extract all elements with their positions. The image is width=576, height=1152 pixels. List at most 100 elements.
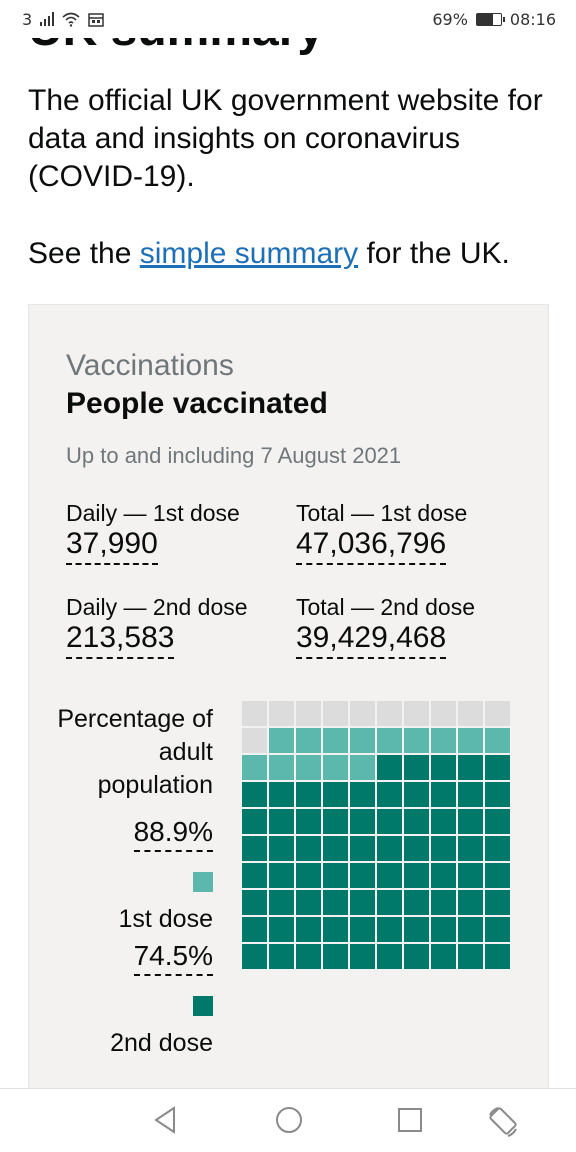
waffle-cell-second-dose [485,836,510,861]
metric-value[interactable]: 37,990 [66,527,158,565]
waffle-cell-second-dose [350,890,375,915]
waffle-cell-second-dose [323,863,348,888]
intro-text: The official UK government website for d… [28,84,543,193]
waffle-cell-empty [485,701,510,726]
waffle-cell-second-dose [458,863,483,888]
waffle-cell-second-dose [296,863,321,888]
waffle-cell-empty [431,701,456,726]
waffle-cell-first-dose [242,755,267,780]
waffle-cell-second-dose [242,890,267,915]
wifi-icon [62,12,80,27]
waffle-cell-second-dose [269,890,294,915]
waffle-cell-empty [377,701,402,726]
waffle-cell-second-dose [242,944,267,969]
waffle-cell-second-dose [404,809,429,834]
metric-label: Daily — 1st dose [66,500,240,526]
waffle-cell-second-dose [458,836,483,861]
waffle-cell-first-dose [269,755,294,780]
recent-apps-icon[interactable] [396,1105,424,1135]
waffle-cell-second-dose [485,917,510,942]
waffle-cell-empty [323,701,348,726]
waffle-cell-first-dose [404,728,429,753]
metric-value[interactable]: 47,036,796 [296,527,447,565]
waffle-cell-second-dose [404,863,429,888]
waffle-cell-second-dose [404,917,429,942]
waffle-cell-second-dose [431,755,456,780]
waffle-cell-second-dose [350,944,375,969]
waffle-cell-second-dose [296,782,321,807]
waffle-cell-second-dose [458,782,483,807]
simple-summary-link[interactable]: simple summary [139,237,359,270]
waffle-cell-second-dose [404,755,429,780]
waffle-cell-second-dose [296,917,321,942]
card-date: Up to and including 7 August 2021 [66,443,402,468]
home-icon[interactable] [274,1105,304,1135]
waffle-cell-second-dose [458,890,483,915]
waffle-legend: Percentage of adult population 88.9% 1st… [49,703,213,1060]
battery-icon [475,12,505,26]
waffle-cell-second-dose [269,917,294,942]
waffle-cell-second-dose [242,863,267,888]
first-dose-percentage[interactable]: 88.9% [133,816,213,852]
waffle-cell-second-dose [404,782,429,807]
rotate-screen-icon[interactable] [486,1105,520,1139]
metric-value[interactable]: 213,583 [66,621,175,659]
waffle-cell-first-dose [431,728,456,753]
waffle-cell-empty [242,728,267,753]
carrier-label: 3 [22,9,33,29]
waffle-cell-second-dose [485,944,510,969]
waffle-cell-empty [296,701,321,726]
waffle-cell-second-dose [269,782,294,807]
waffle-cell-second-dose [296,836,321,861]
metric-label: Total — 2nd dose [296,594,476,620]
waffle-cell-second-dose [377,944,402,969]
metric-label: Daily — 2nd dose [66,594,248,620]
first-dose-label: 1st dose [118,905,213,933]
waffle-chart [242,701,512,971]
waffle-cell-second-dose [404,890,429,915]
waffle-cell-second-dose [296,944,321,969]
waffle-cell-second-dose [485,755,510,780]
waffle-cell-second-dose [350,836,375,861]
waffle-cell-first-dose [323,728,348,753]
waffle-cell-second-dose [431,863,456,888]
waffle-cell-second-dose [323,944,348,969]
waffle-cell-second-dose [431,890,456,915]
waffle-cell-first-dose [458,728,483,753]
waffle-cell-second-dose [242,809,267,834]
waffle-cell-second-dose [269,944,294,969]
waffle-cell-second-dose [431,809,456,834]
waffle-cell-empty [269,701,294,726]
waffle-cell-second-dose [431,782,456,807]
waffle-cell-second-dose [485,863,510,888]
waffle-cell-second-dose [377,782,402,807]
waffle-cell-first-dose [269,728,294,753]
waffle-cell-empty [458,701,483,726]
waffle-cell-second-dose [323,890,348,915]
waffle-cell-first-dose [323,755,348,780]
waffle-cell-second-dose [323,836,348,861]
metric-daily-second-dose: Daily — 2nd dose 213,583 [66,593,248,659]
second-dose-percentage[interactable]: 74.5% [133,940,213,976]
waffle-cell-second-dose [242,782,267,807]
battery-percent: 69% [432,9,468,29]
waffle-cell-second-dose [269,809,294,834]
waffle-cell-second-dose [377,863,402,888]
status-bar: 3 69% 08:16 [0,0,576,38]
metric-total-first-dose: Total — 1st dose 47,036,796 [296,499,467,565]
waffle-cell-second-dose [485,782,510,807]
waffle-cell-second-dose [323,917,348,942]
waffle-cell-second-dose [323,809,348,834]
waffle-cell-second-dose [350,863,375,888]
summary-sentence: See the simple summary for the UK. [28,234,510,274]
waffle-cell-second-dose [404,836,429,861]
waffle-cell-first-dose [350,755,375,780]
back-icon[interactable] [152,1105,178,1135]
waffle-cell-second-dose [323,782,348,807]
percentage-label: Percentage of adult population [57,705,213,799]
summary-suffix: for the UK. [358,237,510,270]
metric-value[interactable]: 39,429,468 [296,621,447,659]
waffle-cell-second-dose [242,836,267,861]
navigation-bar [0,1088,576,1152]
waffle-cell-second-dose [404,944,429,969]
